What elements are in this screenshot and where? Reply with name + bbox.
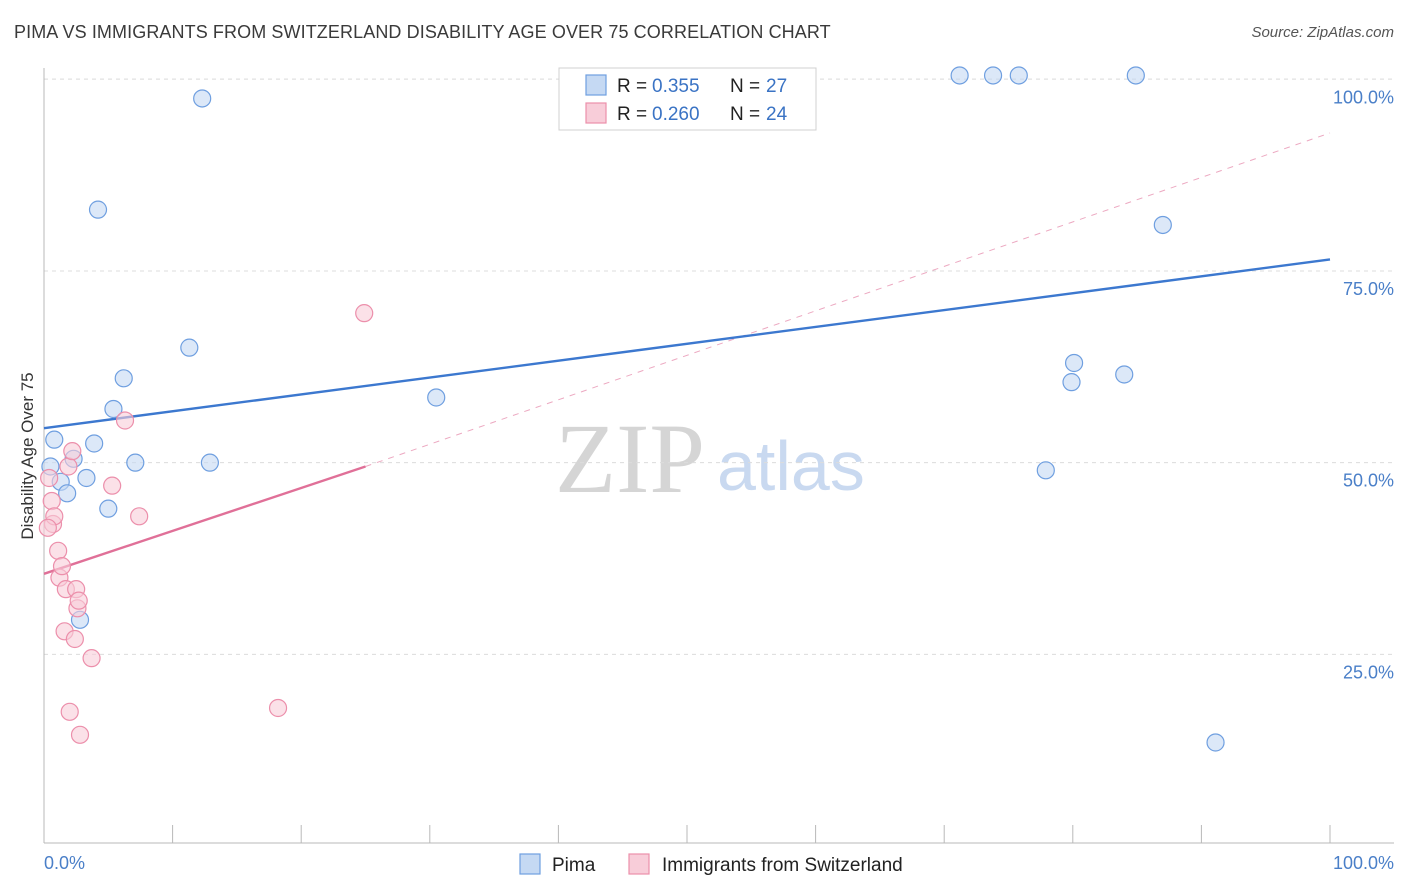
- point-swiss-0: [40, 468, 59, 488]
- point-swiss-6: [52, 557, 72, 576]
- y-tick-label-25: 25.0%: [1343, 662, 1394, 682]
- legend-swatch-swiss[interactable]: [628, 853, 650, 875]
- point-pima-12: [200, 453, 219, 472]
- stats-r-value-pima: 0.355: [652, 76, 700, 97]
- point-pima-13: [88, 200, 108, 219]
- point-swiss-1: [42, 491, 61, 511]
- trend-line-0: [43, 258, 1331, 430]
- point-swiss-10: [60, 702, 79, 721]
- point-pima-1: [45, 430, 64, 449]
- stats-n-value-pima: 27: [766, 76, 787, 97]
- point-pima-8: [104, 399, 123, 419]
- point-swiss-19: [115, 411, 135, 430]
- legend-swatch-pima[interactable]: [519, 853, 541, 875]
- series-legend[interactable]: Pima Immigrants from Switzerland: [519, 853, 903, 876]
- point-pima-3: [58, 484, 77, 503]
- point-swiss-9: [59, 457, 78, 476]
- watermark-zip: ZIP: [555, 403, 705, 514]
- stats-n-value-swiss: 24: [766, 104, 788, 125]
- point-pima-26: [1206, 733, 1225, 752]
- chart-title: PIMA VS IMMIGRANTS FROM SWITZERLAND DISA…: [14, 22, 831, 42]
- point-swiss-11: [63, 442, 82, 461]
- axes: [43, 68, 1394, 844]
- point-swiss-18: [103, 476, 122, 495]
- point-pima-23: [1062, 373, 1081, 392]
- point-pima-17: [950, 66, 969, 85]
- point-swiss-21: [268, 698, 288, 718]
- gridlines: [44, 78, 1394, 655]
- point-swiss-12: [65, 629, 84, 649]
- point-swiss-16: [70, 725, 90, 744]
- x-tick-label-left: 0.0%: [44, 853, 85, 873]
- y-axis-title: Disability Age Over 75: [18, 372, 37, 539]
- point-swiss-4: [49, 541, 68, 560]
- stats-r-label-pima: R =: [617, 76, 647, 97]
- stats-r-value-swiss: 0.260: [652, 104, 700, 125]
- point-pima-9: [114, 369, 133, 388]
- point-pima-16: [427, 388, 446, 407]
- legend-label-pima[interactable]: Pima: [552, 855, 596, 876]
- stats-r-label-swiss: R =: [617, 104, 647, 125]
- point-swiss-17: [82, 649, 101, 668]
- data-points: [38, 66, 1225, 752]
- trend-extension-1: [365, 132, 1331, 467]
- point-pima-6: [85, 434, 104, 453]
- legend-label-swiss[interactable]: Immigrants from Switzerland: [662, 855, 903, 876]
- stats-legend: R = 0.355 N = 27 R = 0.260 N = 24: [558, 67, 817, 131]
- point-pima-24: [1064, 353, 1084, 373]
- point-swiss-15: [69, 591, 88, 610]
- y-tick-labels: 25.0% 50.0% 75.0% 100.0%: [1333, 87, 1394, 682]
- point-swiss-20: [130, 507, 149, 526]
- point-swiss-23: [38, 518, 57, 537]
- point-pima-11: [180, 338, 199, 357]
- y-tick-label-100: 100.0%: [1333, 87, 1394, 107]
- point-swiss-22: [355, 304, 374, 323]
- point-pima-7: [99, 499, 118, 518]
- point-pima-21: [1153, 215, 1172, 235]
- stats-swatch-swiss: [585, 102, 607, 124]
- y-tick-label-50: 50.0%: [1343, 471, 1394, 491]
- point-pima-10: [126, 453, 145, 472]
- stats-swatch-pima: [585, 74, 607, 96]
- point-pima-19: [1009, 66, 1028, 85]
- x-ticks: [43, 825, 1331, 843]
- watermark-atlas: atlas: [717, 427, 865, 505]
- point-pima-20: [1126, 66, 1145, 85]
- source-label: Source: ZipAtlas.com: [1251, 24, 1394, 41]
- point-pima-18: [983, 66, 1003, 85]
- point-pima-22: [1036, 461, 1055, 480]
- trend-lines: [43, 132, 1331, 575]
- x-tick-label-right: 100.0%: [1333, 853, 1394, 873]
- point-pima-25: [1115, 365, 1134, 384]
- point-pima-14: [193, 89, 212, 108]
- stats-n-label-pima: N =: [730, 76, 760, 97]
- stats-n-label-swiss: N =: [730, 104, 760, 125]
- point-pima-5: [77, 468, 96, 488]
- trend-line-1: [43, 465, 366, 575]
- y-tick-label-75: 75.0%: [1343, 279, 1394, 299]
